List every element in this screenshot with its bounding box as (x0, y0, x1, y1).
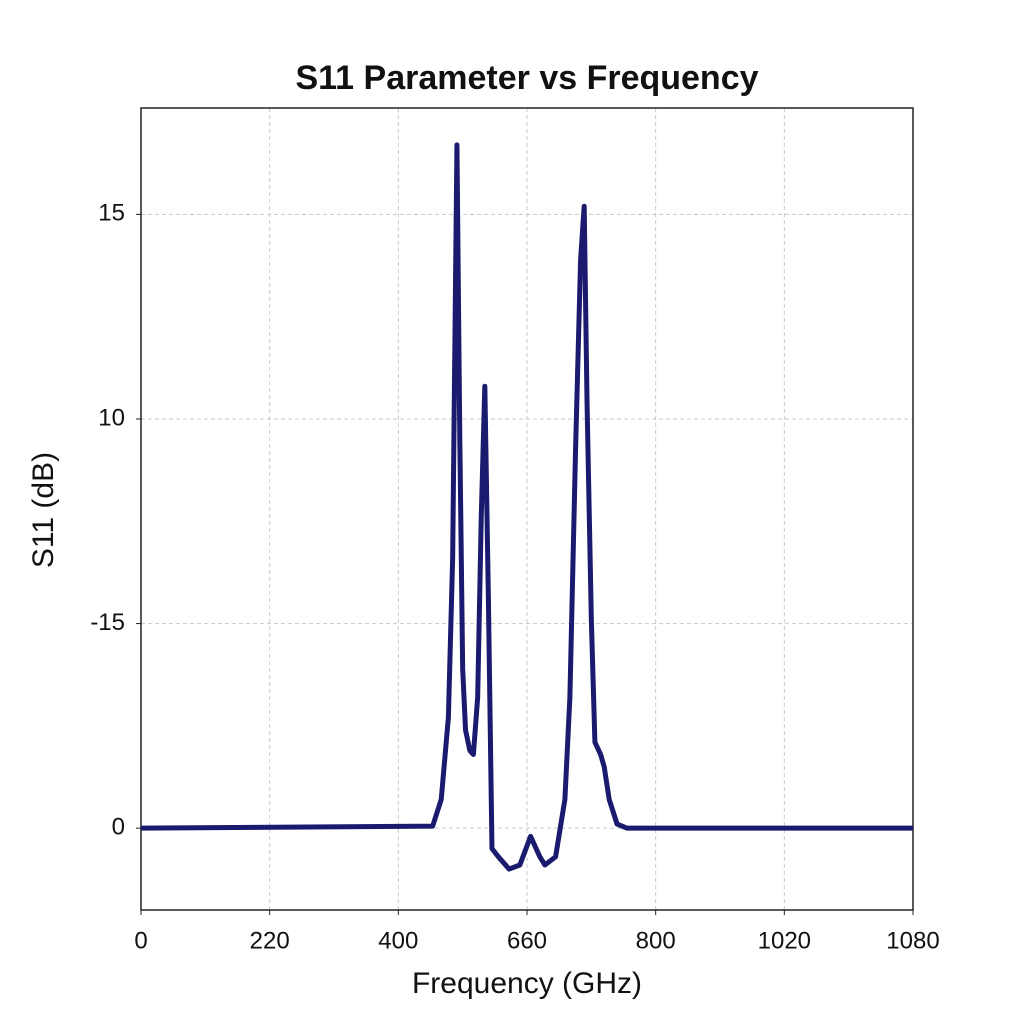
y-axis-label: S11 (dB) (27, 452, 60, 568)
x-tick-label: 660 (507, 927, 547, 954)
x-tick-label: 220 (250, 927, 290, 954)
x-tick-label: 1080 (886, 927, 939, 954)
y-tick-label: -15 (90, 609, 125, 636)
chart-title: S11 Parameter vs Frequency (295, 59, 758, 97)
x-tick-label: 1020 (758, 927, 811, 954)
y-tick-label: 10 (98, 404, 125, 431)
x-tick-label: 800 (636, 927, 676, 954)
y-tick-label: 0 (112, 814, 125, 841)
x-axis-label: Frequency (GHz) (412, 967, 642, 1000)
y-tick-label: 15 (98, 200, 125, 227)
data-line (140, 142, 913, 872)
plot-frame (140, 107, 914, 911)
x-tick-label: 400 (378, 927, 418, 954)
x-tick-label: 0 (134, 927, 147, 954)
